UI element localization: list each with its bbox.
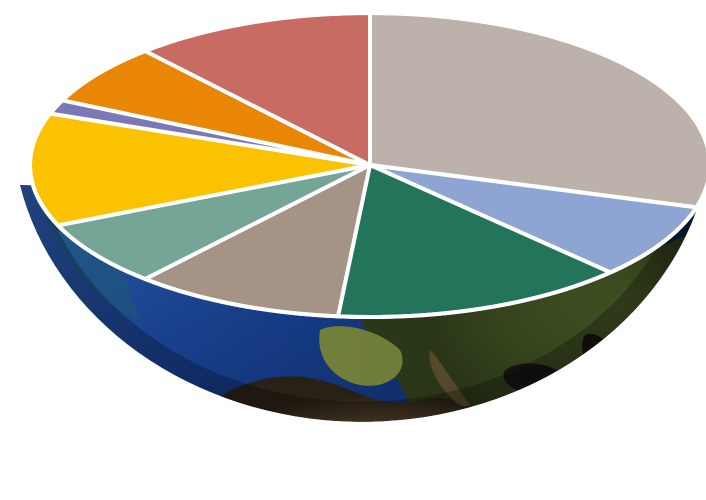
pie-rim bbox=[28, 11, 706, 319]
pie-slices bbox=[28, 11, 706, 320]
